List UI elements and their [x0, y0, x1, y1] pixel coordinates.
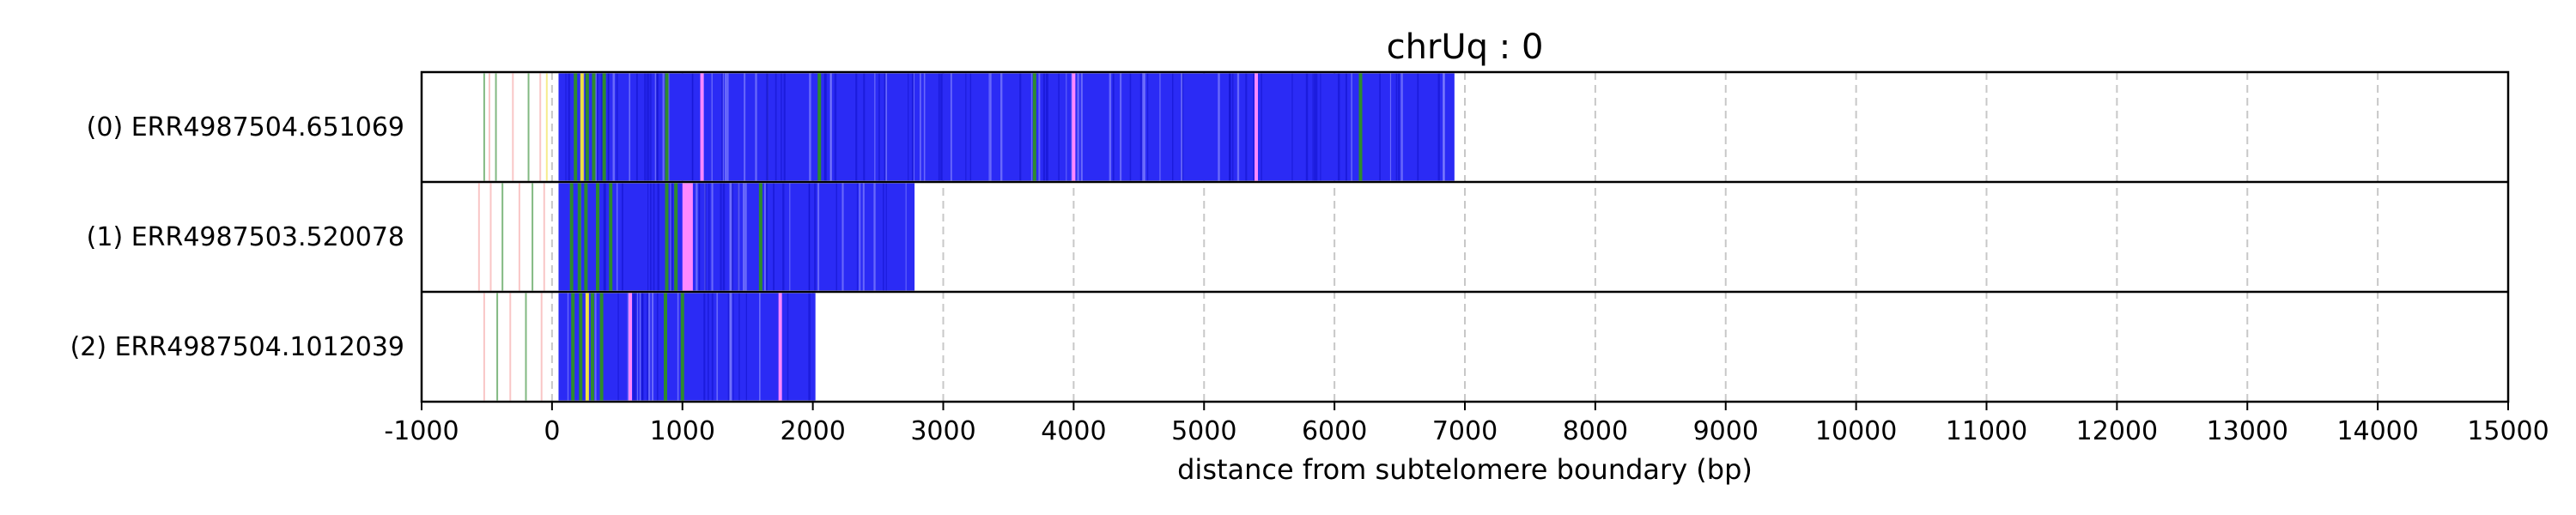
x-tick-label: 13000	[2207, 416, 2288, 446]
row-labels: (0) ERR4987504.651069 (1) ERR4987503.5200…	[70, 112, 404, 362]
x-tick-label: 3000	[910, 416, 975, 446]
x-tick-label: -1000	[384, 416, 459, 446]
x-tick-label: 14000	[2336, 416, 2418, 446]
x-axis-ticks: -1000 0 1000 2000 3000 4000 5000 6000 7000 8000 90…	[384, 402, 2549, 446]
x-tick-label: 10000	[1815, 416, 1897, 446]
read-rows	[477, 73, 1455, 401]
x-tick-label: 8000	[1563, 416, 1628, 446]
x-tick-label: 12000	[2076, 416, 2158, 446]
row-label-1: (1) ERR4987503.520078	[87, 222, 404, 252]
x-axis-label: distance from subtelomere boundary (bp)	[1177, 453, 1753, 486]
x-tick-label: 0	[544, 416, 560, 446]
x-tick-label: 9000	[1693, 416, 1759, 446]
x-tick-label: 2000	[780, 416, 845, 446]
chart-title: chrUq : 0	[1387, 27, 1544, 67]
read-row-2	[483, 293, 816, 401]
read-row-0	[483, 73, 1455, 181]
row-label-0: (0) ERR4987504.651069	[87, 112, 404, 142]
x-tick-label: 5000	[1171, 416, 1236, 446]
x-tick-label: 1000	[650, 416, 715, 446]
repeat-block	[558, 73, 1455, 181]
x-tick-label: 11000	[1946, 416, 2027, 446]
read-row-1	[477, 183, 915, 291]
x-tick-label: 6000	[1302, 416, 1367, 446]
x-tick-label: 15000	[2467, 416, 2549, 446]
repeat-block	[558, 293, 816, 401]
repeat-block	[558, 183, 915, 291]
x-tick-label: 4000	[1041, 416, 1106, 446]
row-label-2: (2) ERR4987504.1012039	[70, 332, 404, 362]
x-tick-label: 7000	[1432, 416, 1498, 446]
